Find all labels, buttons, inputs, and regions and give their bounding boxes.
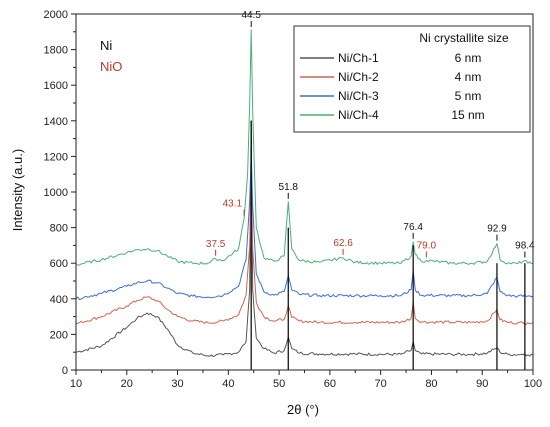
legend-series-name: Ni/Ch-2 (338, 70, 379, 84)
series-line-2 (75, 177, 534, 325)
y-tick-label: 200 (50, 329, 68, 341)
y-tick-label: 400 (50, 294, 68, 306)
x-tick-label: 20 (121, 378, 133, 390)
peak-label-51-8: 51.8 (279, 182, 299, 193)
x-tick-label: 60 (324, 378, 336, 390)
series-line-3 (75, 154, 534, 300)
y-tick-label: 2000 (44, 9, 68, 21)
peak-label-79-0: 79.0 (417, 241, 437, 252)
legend-entries: Ni/Ch-1 6 nm Ni/Ch-2 4 nm Ni/Ch-3 5 nm Ni/Ch-4… (300, 51, 485, 122)
legend-size-value: 4 nm (455, 70, 482, 84)
legend-size-value: 5 nm (455, 89, 482, 103)
peak-label-37-5: 37.5 (206, 239, 226, 250)
phase-label-nio: NiO (100, 59, 122, 74)
y-tick-label: 800 (50, 223, 68, 235)
y-tick-label: 1000 (44, 187, 68, 199)
x-tick-label: 80 (425, 378, 437, 390)
y-tick-label: 1800 (44, 45, 68, 57)
series-line-1 (75, 120, 534, 357)
legend: Ni crystallite size Ni/Ch-1 6 nm Ni/Ch-2 4 … (293, 25, 531, 133)
x-tick-label: 70 (375, 378, 387, 390)
legend-series-name: Ni/Ch-3 (338, 89, 379, 103)
y-tick-label: 1600 (44, 80, 68, 92)
legend-size-value: 6 nm (455, 51, 482, 65)
annotation-layer: 44.5 51.8 76.4 92.9 98.4 43.1 37.5 62.6 79.0 (206, 10, 535, 258)
phase-label-ni: Ni (100, 38, 112, 53)
x-tick-label: 50 (273, 378, 285, 390)
peak-label-44-5: 44.5 (241, 10, 261, 21)
series-line-4 (75, 29, 534, 266)
x-tick-label: 10 (70, 378, 82, 390)
peak-label-62-6: 62.6 (333, 238, 353, 249)
series-layer (75, 29, 534, 357)
peak-label-76-4: 76.4 (403, 222, 423, 233)
ticks-layer: 10 20 30 40 50 60 70 80 90 1000200400600800100012… (44, 9, 543, 390)
legend-box (293, 25, 531, 133)
legend-size-value: 15 nm (451, 108, 484, 122)
x-tick-label: 30 (171, 378, 183, 390)
peak-label-92-9: 92.9 (487, 224, 507, 235)
y-tick-label: 0 (62, 365, 68, 377)
x-tick-label: 100 (524, 378, 542, 390)
x-tick-label: 90 (476, 378, 488, 390)
peak-label-98-4: 98.4 (515, 241, 535, 252)
y-axis-title: Intensity (a.u.) (10, 149, 25, 231)
y-tick-label: 1200 (44, 151, 68, 163)
legend-series-name: Ni/Ch-4 (338, 108, 379, 122)
peak-label-43-1: 43.1 (223, 199, 243, 210)
x-tick-label: 40 (222, 378, 234, 390)
peak-lines-layer (250, 120, 526, 370)
x-axis-title: 2θ (°) (287, 402, 319, 417)
legend-series-name: Ni/Ch-1 (338, 51, 379, 65)
legend-header: Ni crystallite size (419, 31, 509, 45)
y-tick-label: 1400 (44, 116, 68, 128)
y-tick-label: 600 (50, 258, 68, 270)
